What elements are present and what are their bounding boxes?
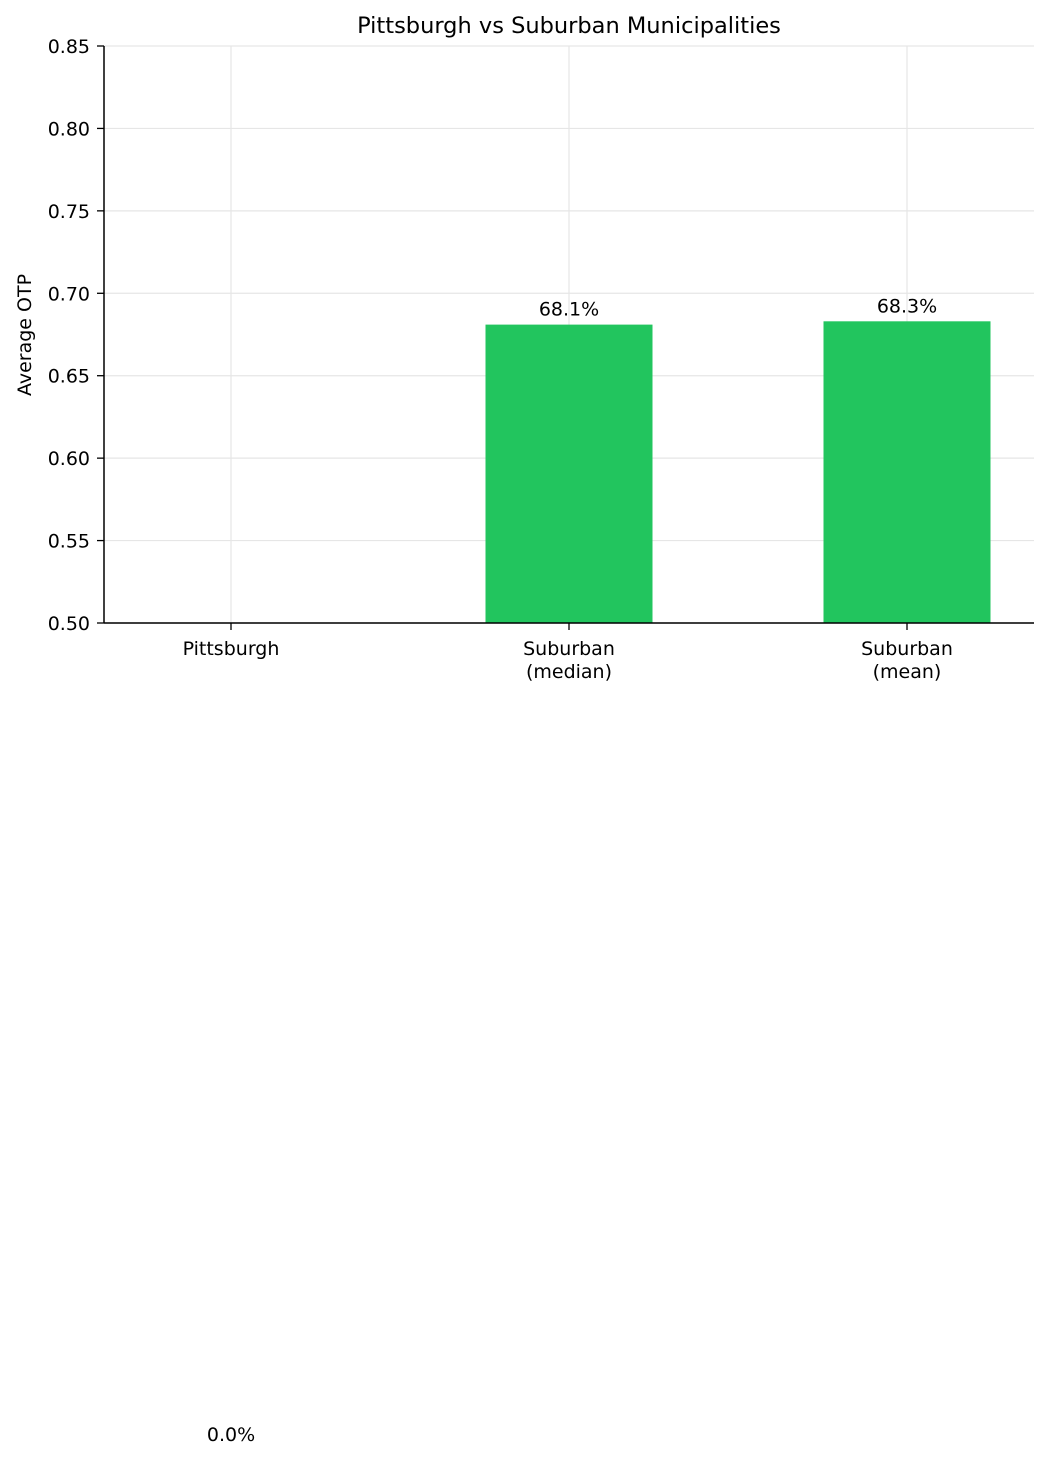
labels: 0.50 0.55 0.60 0.65 0.70 0.75 0.80 0.85 0.0% 68.1… (48, 36, 953, 1446)
bar (823, 321, 991, 623)
bar (485, 324, 653, 623)
bars (485, 321, 991, 623)
x-tick-label: Suburban (median) (523, 638, 615, 683)
x-tick-label-line: (median) (526, 661, 612, 683)
y-axis-label: Average OTP (14, 274, 36, 396)
x-tick-label-line: Pittsburgh (183, 638, 280, 660)
y-tick-label: 0.70 (48, 283, 90, 305)
chart-title: Pittsburgh vs Suburban Municipalities (357, 13, 781, 39)
x-tick-label: Pittsburgh (183, 638, 280, 660)
x-tick-label-line: (mean) (873, 661, 942, 683)
axes (97, 45, 1034, 630)
y-tick-label: 0.55 (48, 531, 90, 553)
bar-value-label: 0.0% (207, 1424, 255, 1446)
y-tick-label: 0.80 (48, 118, 90, 140)
x-tick-label-line: Suburban (523, 638, 615, 660)
y-tick-label: 0.50 (48, 613, 90, 635)
y-tick-label: 0.75 (48, 201, 90, 223)
x-tick-label-line: Suburban (861, 638, 953, 660)
y-tick-label: 0.65 (48, 366, 90, 388)
bar-value-label: 68.1% (539, 299, 599, 321)
bar-value-label: 68.3% (877, 295, 937, 317)
x-tick-label: Suburban (mean) (861, 638, 953, 683)
y-tick-label: 0.60 (48, 448, 90, 470)
y-tick-label: 0.85 (48, 36, 90, 58)
